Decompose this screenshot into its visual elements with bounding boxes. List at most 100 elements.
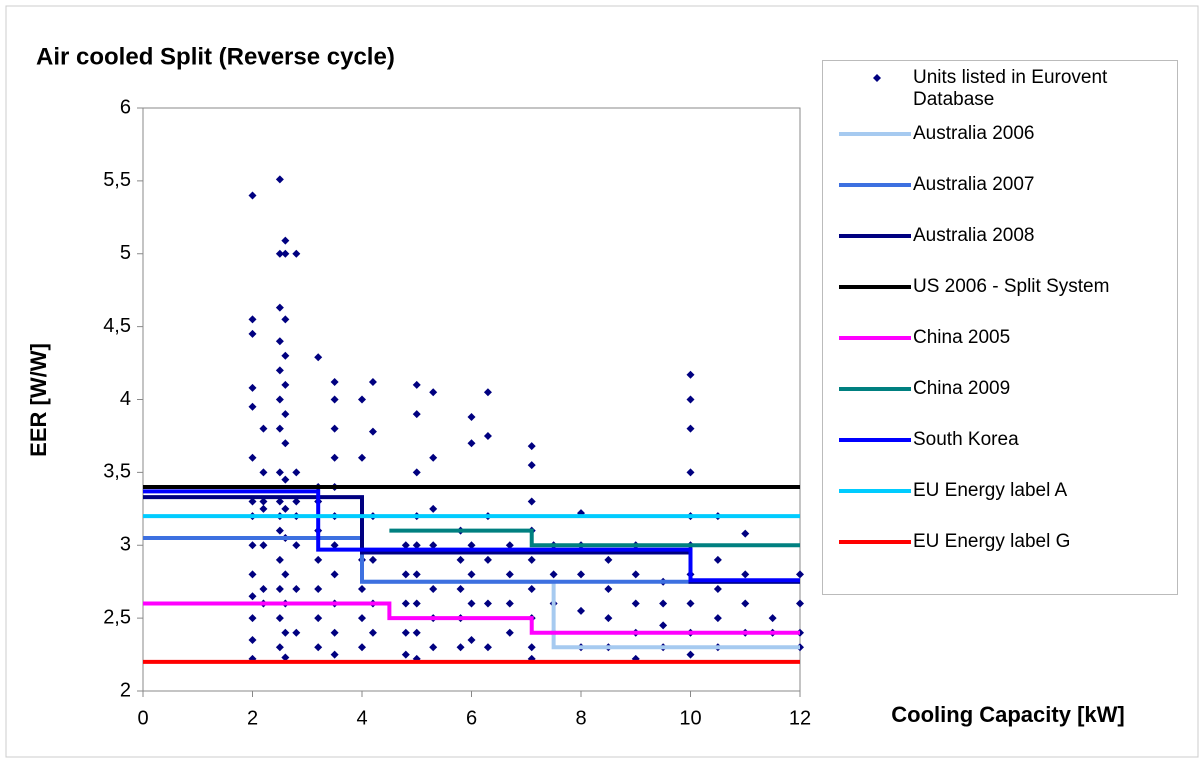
point <box>281 653 290 662</box>
legend: Units listed in Eurovent Database Austral… <box>822 60 1178 595</box>
point <box>483 643 492 652</box>
point <box>741 529 750 538</box>
point <box>527 442 536 451</box>
x-tick-label: 2 <box>247 707 258 729</box>
point <box>292 249 301 258</box>
legend-label: Australia 2008 <box>913 225 1035 246</box>
point <box>281 351 290 360</box>
point <box>275 643 284 652</box>
point <box>248 541 257 550</box>
point <box>248 402 257 411</box>
point <box>248 329 257 338</box>
x-tick-label: 12 <box>789 707 811 729</box>
legend-label: EU Energy label A <box>913 480 1068 501</box>
point <box>275 249 284 258</box>
point <box>429 584 438 593</box>
point <box>259 584 268 593</box>
point <box>505 570 514 579</box>
point <box>527 555 536 564</box>
point <box>577 606 585 615</box>
legend-entry: South Korea <box>831 429 1169 480</box>
point <box>412 380 421 389</box>
legend-entry: EU Energy label G <box>831 531 1169 582</box>
point <box>281 439 290 448</box>
point <box>275 424 284 433</box>
point <box>659 621 668 630</box>
legend-key <box>839 132 911 136</box>
point <box>275 497 284 506</box>
step-line <box>389 528 800 548</box>
legend-key <box>839 387 911 391</box>
point <box>368 378 377 387</box>
point <box>314 555 323 564</box>
point <box>248 315 257 324</box>
point <box>713 614 722 623</box>
point <box>527 461 536 470</box>
point <box>248 453 257 462</box>
point <box>358 643 366 652</box>
point <box>248 497 257 506</box>
point <box>412 570 421 579</box>
point <box>467 570 476 579</box>
point <box>330 541 339 550</box>
point <box>796 599 804 608</box>
point <box>713 555 722 564</box>
point <box>330 570 339 579</box>
point <box>275 395 284 404</box>
point <box>456 584 465 593</box>
point <box>281 475 290 484</box>
point <box>659 599 668 608</box>
point <box>314 643 323 652</box>
point <box>275 366 284 375</box>
x-axis-label: Cooling Capacity [kW] <box>891 702 1124 727</box>
point <box>631 570 640 579</box>
legend-entry: Units listed in Eurovent Database <box>831 67 1169 123</box>
point <box>281 570 290 579</box>
point <box>358 395 366 404</box>
point <box>429 453 438 462</box>
point <box>330 650 339 659</box>
point <box>505 599 514 608</box>
point <box>275 337 284 346</box>
y-tick-label: 6 <box>120 96 131 118</box>
point <box>259 541 268 550</box>
point <box>275 555 284 564</box>
y-tick-label: 3,5 <box>103 461 131 483</box>
point <box>686 395 695 404</box>
point <box>248 592 257 601</box>
point <box>412 599 421 608</box>
point <box>429 643 438 652</box>
point <box>314 584 323 593</box>
point <box>429 504 438 513</box>
point <box>358 453 366 462</box>
point <box>292 541 301 550</box>
point <box>401 541 410 550</box>
point <box>768 614 777 623</box>
legend-entry: Australia 2007 <box>831 174 1169 225</box>
point <box>281 249 290 258</box>
y-tick-label: 4 <box>120 388 131 410</box>
point <box>401 650 410 659</box>
y-tick-label: 2,5 <box>103 606 131 628</box>
point <box>467 541 476 550</box>
point <box>248 614 257 623</box>
y-axis-label: EER [W/W] <box>26 343 51 457</box>
point <box>314 353 323 362</box>
point <box>412 628 421 637</box>
point <box>259 504 268 513</box>
point <box>741 570 750 579</box>
point <box>467 412 476 421</box>
legend-key <box>839 489 911 493</box>
point <box>429 388 438 397</box>
legend-key <box>839 285 911 289</box>
legend-key <box>839 438 911 442</box>
legend-entry: Australia 2006 <box>831 123 1169 174</box>
point <box>275 175 284 184</box>
point <box>292 468 301 477</box>
point <box>483 555 492 564</box>
point <box>248 383 257 392</box>
x-tick-label: 10 <box>679 707 701 729</box>
point <box>330 395 339 404</box>
